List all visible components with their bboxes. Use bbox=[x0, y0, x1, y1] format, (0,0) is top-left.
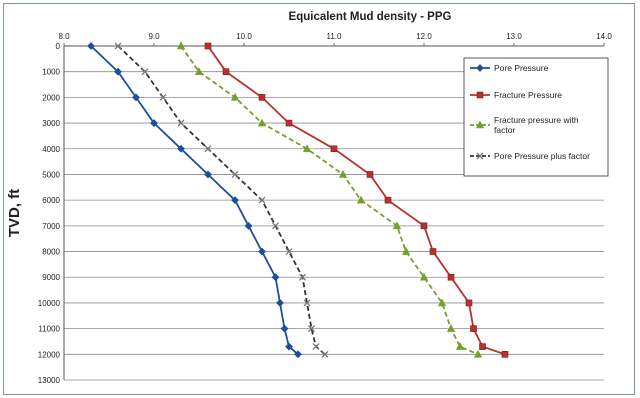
data-point bbox=[222, 68, 230, 75]
legend: Pore Pressure Fracture Pressure Fracture p… bbox=[463, 57, 609, 177]
y-tick-label: 11000 bbox=[38, 325, 60, 334]
data-point bbox=[437, 298, 447, 307]
data-point bbox=[141, 68, 149, 76]
data-point bbox=[258, 94, 266, 101]
legend-label: Fracture pressure with factor bbox=[494, 115, 579, 135]
data-point bbox=[338, 169, 348, 178]
data-point bbox=[177, 119, 185, 127]
chart-title: Equicalent Mud density - PPG bbox=[289, 11, 452, 23]
data-point bbox=[447, 273, 455, 281]
series-fracture-pressure-with-factor bbox=[176, 41, 483, 358]
series-line bbox=[117, 45, 326, 355]
x-tick-label: 11.0 bbox=[327, 32, 343, 41]
data-point bbox=[114, 42, 122, 50]
y-tick-label: 12000 bbox=[38, 350, 61, 359]
data-point bbox=[473, 349, 483, 358]
data-point bbox=[303, 299, 311, 307]
data-point bbox=[356, 195, 366, 204]
data-point bbox=[230, 92, 240, 101]
series-pore-pressure-plus-factor bbox=[114, 42, 329, 358]
y-tick-label: 2000 bbox=[42, 93, 60, 102]
x-tick-label: 8.0 bbox=[58, 32, 70, 41]
data-point bbox=[429, 248, 437, 255]
y-tick-label: 7000 bbox=[42, 222, 60, 231]
y-tick-label: 1000 bbox=[42, 68, 60, 77]
series-line bbox=[90, 45, 299, 355]
data-point bbox=[419, 272, 429, 281]
legend-label: Pore Pressure plus factor bbox=[494, 151, 590, 161]
legend-swatch-marker bbox=[476, 91, 484, 99]
data-point bbox=[479, 343, 486, 350]
series-line bbox=[180, 45, 479, 356]
data-point bbox=[271, 273, 280, 282]
legend-swatch-marker bbox=[476, 64, 484, 72]
data-point bbox=[321, 350, 329, 358]
series-line bbox=[207, 45, 506, 356]
data-point bbox=[392, 221, 402, 230]
data-point bbox=[272, 222, 279, 230]
data-point bbox=[465, 299, 473, 307]
data-point bbox=[258, 196, 266, 204]
data-point bbox=[446, 324, 456, 332]
x-tick-label: 9.0 bbox=[148, 32, 160, 41]
data-point bbox=[285, 119, 293, 127]
data-point bbox=[204, 42, 212, 50]
data-point bbox=[204, 145, 212, 153]
data-point bbox=[231, 171, 239, 178]
axes: 0 1000 2000 3000 4000 5000 6000 7000 8000 9000 100… bbox=[38, 32, 613, 385]
data-point bbox=[204, 170, 212, 179]
y-tick-label: 10000 bbox=[38, 299, 61, 308]
data-point bbox=[285, 342, 293, 351]
x-tick-label: 14.0 bbox=[596, 32, 612, 41]
data-point bbox=[294, 350, 302, 359]
y-tick-label: 5000 bbox=[42, 170, 60, 179]
data-point bbox=[455, 342, 465, 350]
data-point bbox=[470, 325, 477, 332]
y-tick-label: 0 bbox=[56, 42, 61, 51]
y-tick-label: 3000 bbox=[42, 119, 60, 128]
data-point bbox=[501, 351, 509, 358]
y-axis-label: TVD, ft bbox=[6, 189, 23, 237]
series-layer bbox=[87, 41, 509, 359]
data-point bbox=[312, 343, 320, 351]
data-point bbox=[231, 196, 239, 205]
legend-swatch-marker bbox=[476, 152, 484, 160]
data-point bbox=[285, 248, 293, 255]
x-tick-label: 12.0 bbox=[416, 32, 432, 41]
data-point bbox=[258, 247, 266, 256]
data-point bbox=[401, 246, 411, 255]
data-point bbox=[308, 325, 315, 333]
data-point bbox=[280, 324, 289, 333]
series-fracture-pressure bbox=[204, 42, 509, 358]
data-point bbox=[132, 93, 140, 102]
y-tick-label: 4000 bbox=[42, 145, 60, 154]
legend-swatch-marker bbox=[475, 120, 485, 129]
y-tick-label: 6000 bbox=[42, 196, 60, 205]
legend-label: Fracture Pressure bbox=[494, 90, 562, 100]
data-point bbox=[384, 196, 392, 204]
data-point bbox=[177, 144, 185, 153]
series-pore-pressure bbox=[87, 42, 302, 359]
data-point bbox=[114, 67, 122, 76]
data-point bbox=[87, 42, 95, 50]
data-point bbox=[299, 273, 306, 281]
data-point bbox=[150, 119, 158, 127]
data-point bbox=[176, 41, 186, 50]
data-point bbox=[194, 67, 204, 75]
legend-label: Pore Pressure bbox=[494, 63, 549, 73]
y-tick-label: 13000 bbox=[38, 376, 61, 385]
y-tick-label: 9000 bbox=[42, 273, 60, 282]
data-point bbox=[159, 93, 167, 101]
data-point bbox=[276, 299, 284, 307]
x-tick-label: 13.0 bbox=[506, 32, 522, 41]
data-point bbox=[366, 171, 374, 178]
data-point bbox=[330, 145, 338, 153]
data-point bbox=[244, 221, 253, 230]
data-point bbox=[420, 222, 428, 230]
y-tick-label: 8000 bbox=[42, 248, 60, 257]
x-tick-label: 10.0 bbox=[236, 32, 252, 41]
data-point bbox=[257, 118, 267, 127]
data-point bbox=[302, 144, 312, 153]
